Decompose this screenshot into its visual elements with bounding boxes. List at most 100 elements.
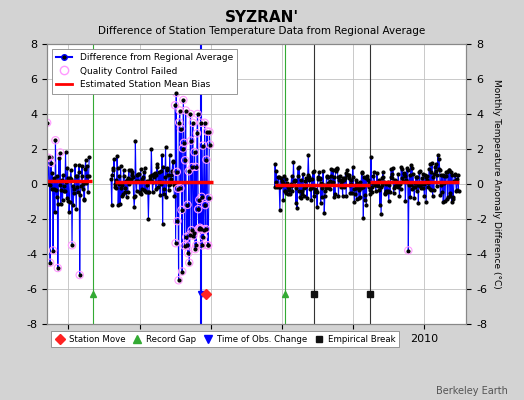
Point <box>290 177 299 184</box>
Point <box>135 170 143 177</box>
Point <box>329 167 337 173</box>
Point <box>356 194 365 200</box>
Point <box>278 178 287 184</box>
Point <box>299 171 307 177</box>
Point <box>205 128 214 135</box>
Point <box>203 128 211 135</box>
Point <box>190 149 199 155</box>
Point <box>156 192 165 198</box>
Point <box>147 146 156 152</box>
Point <box>56 182 64 188</box>
Point <box>425 166 433 172</box>
Point <box>445 190 454 196</box>
Point <box>285 186 293 192</box>
Point <box>292 185 301 191</box>
Point <box>46 260 54 266</box>
Point <box>166 181 174 187</box>
Point <box>382 188 390 194</box>
Point <box>452 188 461 194</box>
Point <box>288 172 296 179</box>
Point <box>416 168 424 174</box>
Point <box>351 191 359 197</box>
Point <box>194 226 203 232</box>
Point <box>204 195 213 201</box>
Point <box>132 178 140 184</box>
Point <box>56 149 64 156</box>
Point <box>295 164 303 170</box>
Point <box>72 173 81 180</box>
Point <box>198 194 206 200</box>
Point <box>192 242 201 248</box>
Point <box>83 162 91 169</box>
Point <box>350 186 358 192</box>
Point <box>77 183 85 190</box>
Point <box>373 170 381 176</box>
Point <box>313 204 321 210</box>
Point <box>165 182 173 188</box>
Point <box>160 191 169 198</box>
Point <box>297 176 305 183</box>
Point <box>380 179 388 185</box>
Point <box>400 171 408 178</box>
Point <box>162 167 171 173</box>
Point <box>357 170 366 176</box>
Legend: Station Move, Record Gap, Time of Obs. Change, Empirical Break: Station Move, Record Gap, Time of Obs. C… <box>51 331 399 347</box>
Point <box>325 185 333 192</box>
Point <box>412 174 420 180</box>
Point <box>80 197 89 204</box>
Point <box>316 200 325 206</box>
Point <box>272 168 280 175</box>
Point <box>424 180 432 186</box>
Point <box>201 120 209 126</box>
Point <box>198 242 206 249</box>
Point <box>188 164 196 170</box>
Point <box>188 227 196 233</box>
Point <box>61 149 70 156</box>
Point <box>180 242 189 249</box>
Point <box>412 187 421 194</box>
Point <box>450 178 458 184</box>
Point <box>447 199 456 206</box>
Point <box>180 140 188 146</box>
Point <box>283 180 291 186</box>
Point <box>134 171 143 178</box>
Point <box>179 145 187 152</box>
Point <box>329 179 337 186</box>
Point <box>121 189 129 195</box>
Point <box>122 178 130 184</box>
Point <box>303 195 311 201</box>
Point <box>271 160 279 167</box>
Point <box>379 174 388 180</box>
Point <box>407 182 416 188</box>
Point <box>111 180 119 187</box>
Point <box>334 173 342 180</box>
Point <box>176 107 184 114</box>
Point <box>271 179 280 186</box>
Point <box>417 184 425 191</box>
Point <box>184 250 192 256</box>
Point <box>194 226 203 232</box>
Point <box>381 181 390 188</box>
Point <box>79 181 88 188</box>
Point <box>67 176 75 182</box>
Point <box>71 162 79 168</box>
Point <box>137 165 145 172</box>
Point <box>111 184 119 190</box>
Point <box>149 174 158 181</box>
Point <box>433 182 441 189</box>
Point <box>283 191 292 198</box>
Point <box>363 175 371 181</box>
Point <box>326 172 335 179</box>
Point <box>204 242 212 248</box>
Point <box>47 153 55 160</box>
Point <box>184 168 193 174</box>
Point <box>49 247 57 254</box>
Point <box>284 184 292 190</box>
Point <box>366 190 375 197</box>
Point <box>440 172 449 179</box>
Point <box>197 120 205 126</box>
Point <box>202 156 211 163</box>
Point <box>183 242 191 248</box>
Point <box>185 260 193 266</box>
Point <box>411 180 420 187</box>
